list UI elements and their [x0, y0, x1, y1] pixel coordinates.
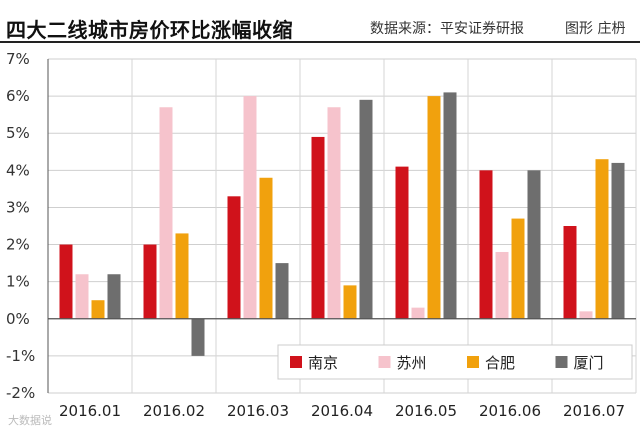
- legend-swatch: [555, 356, 568, 368]
- legend-label: 南京: [308, 354, 338, 372]
- x-tick-label: 2016.01: [59, 402, 121, 420]
- chart-header: 四大二线城市房价环比涨幅收缩 数据来源：平安证券研报 图形 庄枬: [0, 0, 640, 44]
- y-tick-label: 0%: [6, 310, 30, 328]
- legend-swatch: [378, 356, 391, 368]
- bar-厦门-2016.05: [443, 92, 457, 319]
- legend-swatch: [290, 356, 302, 368]
- title-divider: [0, 41, 640, 43]
- bar-合肥-2016.04: [343, 285, 357, 319]
- bar-南京-2016.03: [227, 196, 241, 319]
- legend-swatch: [467, 356, 479, 368]
- data-source: 数据来源：平安证券研报: [370, 21, 524, 37]
- bar-南京-2016.06: [479, 170, 493, 319]
- y-tick-label: -1%: [6, 347, 35, 365]
- bar-合肥-2016.06: [511, 218, 525, 319]
- axis-layer: -2% -1% 0% 1% 2% 3% 4% 5% 6% 7% 2016.01 2016.02 2016…: [6, 50, 636, 420]
- legend-label: 厦门: [574, 354, 604, 372]
- bar-厦门-2016.02: [191, 318, 205, 356]
- y-tick-label: 2%: [6, 236, 30, 254]
- y-tick-label: -2%: [6, 384, 35, 402]
- y-tick-label: 5%: [6, 124, 30, 142]
- x-tick-label: 2016.02: [143, 402, 205, 420]
- bar-苏州-2016.02: [159, 107, 173, 319]
- legend: 南京 苏州 合肥 厦门: [277, 344, 633, 380]
- bar-苏州-2016.07: [579, 311, 593, 319]
- bar-合肥-2016.05: [427, 96, 441, 319]
- bar-合肥-2016.03: [259, 177, 273, 319]
- y-tick-label: 1%: [6, 273, 30, 291]
- bar-苏州-2016.01: [75, 274, 89, 319]
- bar-厦门-2016.01: [107, 274, 121, 319]
- grid-layer: [47, 58, 637, 394]
- legend-label: 苏州: [397, 354, 427, 372]
- watermark: 大数据说: [8, 414, 52, 427]
- x-tick-label: 2016.07: [563, 402, 625, 420]
- bar-厦门-2016.04: [359, 99, 373, 319]
- bar-合肥-2016.02: [175, 233, 189, 319]
- legend-box: [277, 344, 633, 380]
- bar-厦门-2016.06: [527, 170, 541, 319]
- bar-厦门-2016.07: [611, 162, 625, 319]
- title-bar: [0, 14, 282, 42]
- bar-厦门-2016.03: [275, 263, 289, 319]
- legend-label: 合肥: [485, 354, 515, 372]
- bar-南京-2016.01: [59, 244, 73, 319]
- x-tick-label: 2016.06: [479, 402, 541, 420]
- bar-苏州-2016.06: [495, 251, 509, 319]
- y-tick-label: 3%: [6, 198, 30, 216]
- bar-苏州-2016.05: [411, 307, 425, 319]
- bar-南京-2016.02: [143, 244, 157, 319]
- bar-南京-2016.07: [563, 226, 577, 319]
- bar-南京-2016.04: [311, 136, 325, 319]
- bar-苏州-2016.03: [243, 96, 257, 319]
- bars-layer: [59, 92, 625, 356]
- bar-南京-2016.05: [395, 166, 409, 319]
- x-tick-label: 2016.04: [311, 402, 373, 420]
- graphic-credit: 图形 庄枬: [565, 21, 626, 37]
- x-tick-label: 2016.05: [395, 402, 457, 420]
- y-tick-label: 6%: [6, 87, 30, 105]
- bar-苏州-2016.04: [327, 107, 341, 319]
- x-tick-label: 2016.03: [227, 402, 289, 420]
- bar-合肥-2016.07: [595, 159, 609, 319]
- bar-合肥-2016.01: [91, 300, 105, 319]
- y-tick-label: 4%: [6, 161, 30, 179]
- y-tick-label: 7%: [6, 50, 30, 68]
- chart-title: 四大二线城市房价环比涨幅收缩: [6, 18, 293, 42]
